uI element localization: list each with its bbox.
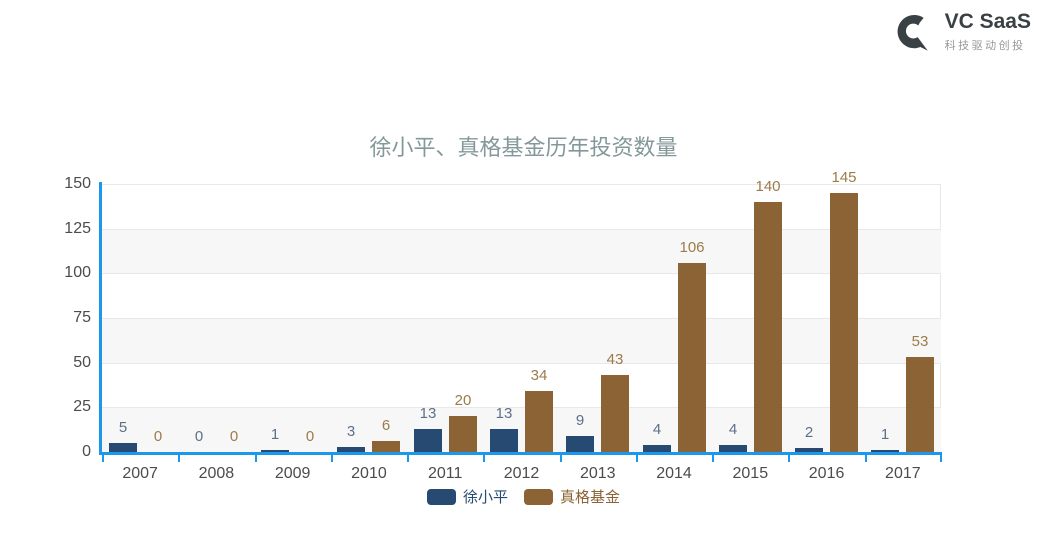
bar-value-label: 6 (381, 417, 391, 434)
y-axis-label: 25 (73, 398, 91, 416)
x-axis-tick (102, 455, 104, 462)
bar-value-label: 0 (229, 428, 239, 445)
legend-item-真格基金[interactable]: 真格基金 (524, 486, 620, 507)
x-axis-label: 2011 (428, 465, 463, 482)
plot-band (102, 318, 941, 363)
bar-value-label: 34 (530, 367, 548, 384)
bar-value-label: 0 (194, 428, 204, 445)
gridline (102, 228, 941, 230)
gridline (102, 407, 941, 409)
vcsaas-logo: VC SaaS 科技驱动创投 (895, 8, 1031, 54)
y-axis-line (99, 182, 102, 455)
x-axis-label: 2010 (351, 465, 387, 482)
y-axis-label: 150 (64, 175, 91, 192)
legend-swatch (524, 488, 553, 505)
vcsaas-logo-icon (897, 14, 928, 51)
bar-徐小平-2013[interactable] (566, 436, 594, 452)
bar-value-label: 5 (118, 419, 128, 436)
bar-徐小平-2015[interactable] (719, 445, 747, 452)
legend-swatch (426, 488, 456, 505)
bar-真格基金-2017[interactable] (906, 357, 934, 452)
bar-value-label: 53 (911, 333, 929, 350)
bar-真格基金-2012[interactable] (525, 391, 553, 452)
x-axis-label: 2013 (579, 465, 616, 482)
legend-item-徐小平[interactable]: 徐小平 (426, 486, 508, 507)
x-axis-tick (407, 455, 409, 462)
bar-value-label: 3 (346, 423, 356, 440)
x-axis-tick (712, 455, 714, 462)
bar-徐小平-2009[interactable] (261, 450, 289, 452)
bar-value-label: 43 (606, 351, 624, 368)
bar-value-label: 4 (728, 421, 738, 438)
bar-value-label: 106 (679, 239, 705, 256)
x-axis-label: 2008 (198, 465, 235, 482)
x-axis-tick (788, 455, 790, 462)
x-axis-label: 2015 (732, 465, 769, 482)
bar-value-label: 145 (831, 169, 857, 186)
bar-value-label: 0 (153, 428, 163, 445)
plot-band (102, 407, 941, 452)
x-axis-label: 2017 (885, 465, 921, 482)
logo-text-block: VC SaaS 科技驱动创投 (945, 10, 1031, 53)
bar-徐小平-2007[interactable] (109, 443, 137, 452)
chart-title: 徐小平、真格基金历年投资数量 (369, 135, 678, 160)
x-axis-tick (483, 455, 485, 462)
bar-徐小平-2014[interactable] (643, 445, 671, 452)
x-axis-label: 2012 (503, 465, 540, 482)
bar-value-label: 9 (575, 412, 585, 429)
bar-value-label: 0 (305, 428, 315, 445)
bar-value-label: 20 (454, 392, 472, 409)
gridline (102, 184, 941, 185)
bar-徐小平-2017[interactable] (871, 450, 899, 452)
gridline (102, 318, 941, 319)
bar-真格基金-2014[interactable] (678, 263, 706, 452)
legend-label: 徐小平 (462, 489, 508, 506)
x-axis-line (99, 452, 942, 455)
bar-徐小平-2010[interactable] (337, 447, 365, 452)
y-axis-label: 125 (64, 219, 91, 237)
y-axis-label: 0 (82, 443, 91, 460)
x-axis-label: 2016 (808, 465, 845, 482)
x-axis-tick (865, 455, 867, 462)
x-axis-tick (636, 455, 638, 462)
x-axis-tick (331, 455, 333, 462)
bar-真格基金-2013[interactable] (601, 375, 629, 452)
logo-name: VC SaaS (944, 9, 1031, 33)
bar-真格基金-2011[interactable] (449, 416, 477, 452)
legend-label: 真格基金 (560, 489, 621, 506)
bar-徐小平-2016[interactable] (795, 448, 823, 452)
bar-徐小平-2011[interactable] (414, 429, 442, 452)
x-axis-tick (178, 455, 180, 462)
bar-value-label: 4 (652, 421, 662, 438)
bar-value-label: 13 (495, 405, 513, 422)
bar-value-label: 13 (419, 405, 437, 422)
plot-area: 0 25 50 75 100 125 150 2007 5 0 2008 0 0 2009 1 0 2010 3 6… (64, 169, 942, 482)
y-axis-label: 100 (64, 264, 91, 282)
x-axis-tick (255, 455, 257, 462)
chart-legend: 徐小平 真格基金 (0, 486, 1047, 507)
y-axis-label: 75 (73, 309, 91, 326)
bar-value-label: 140 (755, 178, 781, 195)
bar-真格基金-2016[interactable] (830, 193, 858, 452)
gridline (102, 273, 941, 275)
bar-真格基金-2010[interactable] (372, 441, 400, 452)
logo-tagline: 科技驱动创投 (944, 39, 1026, 52)
x-axis-label: 2007 (122, 465, 158, 482)
bar-真格基金-2015[interactable] (754, 202, 782, 452)
bar-徐小平-2012[interactable] (490, 429, 518, 452)
x-axis-tick (940, 455, 942, 462)
bar-value-label: 1 (270, 426, 280, 443)
gridline (102, 362, 941, 364)
plot-band (102, 228, 941, 274)
bar-value-label: 1 (880, 426, 890, 443)
y-axis-label: 50 (73, 353, 91, 371)
x-axis-tick (560, 455, 562, 462)
bar-value-label: 2 (804, 424, 814, 441)
x-axis-label: 2014 (656, 465, 692, 482)
x-axis-label: 2009 (274, 465, 311, 482)
